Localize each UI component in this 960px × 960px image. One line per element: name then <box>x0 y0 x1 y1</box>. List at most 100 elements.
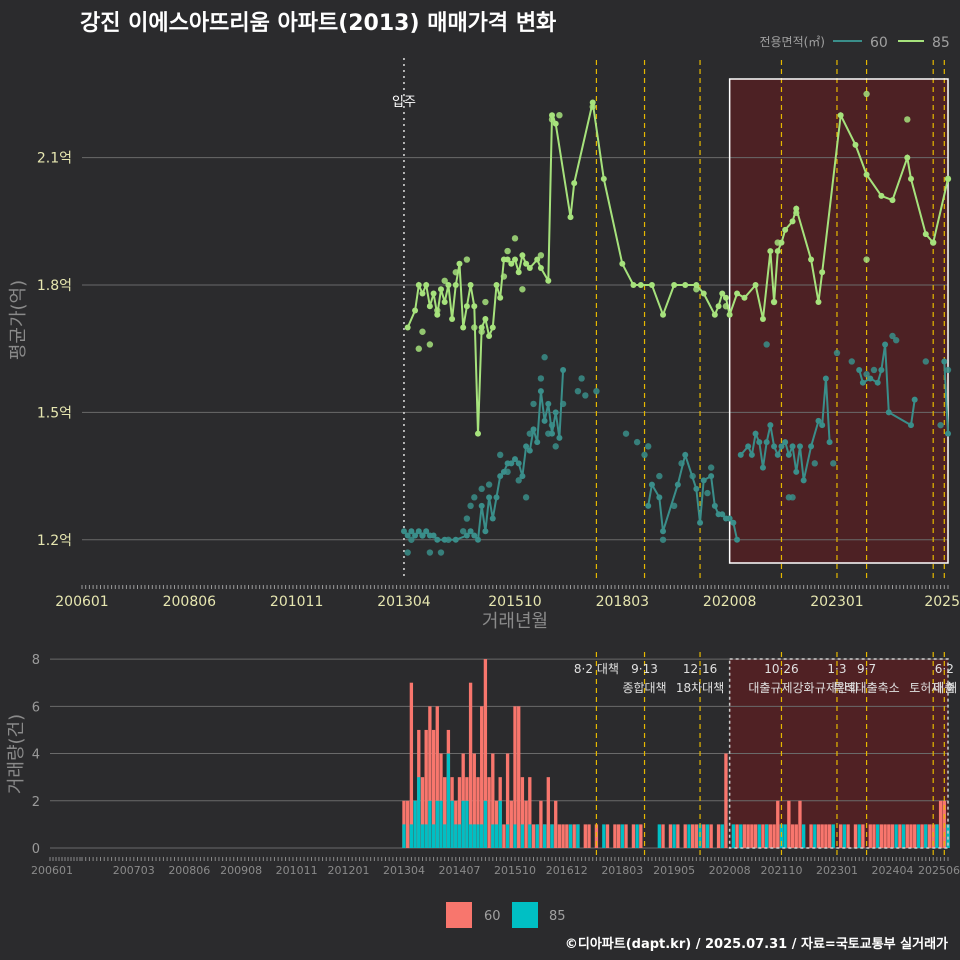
volume-bar-85 <box>472 824 476 848</box>
series-60-point <box>419 532 426 539</box>
volume-bar-85 <box>901 824 906 848</box>
policy-label: 1·3 <box>827 662 846 676</box>
series-85-point <box>549 112 556 119</box>
volume-bar-60 <box>587 824 591 848</box>
series-85-point <box>782 226 789 233</box>
series-85-point <box>511 235 519 242</box>
volume-bar-85 <box>576 824 580 848</box>
volume-bar-60 <box>683 824 687 848</box>
volume-bar-85 <box>450 800 454 848</box>
volume-bar-60 <box>839 824 843 848</box>
series-85-point <box>478 328 485 335</box>
series-60-point <box>593 387 600 395</box>
series-85-point <box>519 286 526 293</box>
volume-bar-85 <box>513 824 517 848</box>
series-85-point <box>493 282 500 289</box>
volume-bar-60 <box>524 800 528 848</box>
series-85-point <box>471 324 478 331</box>
volume-bar-60 <box>861 824 865 848</box>
policy-label: 6·2 <box>935 662 954 676</box>
volume-bar-60 <box>528 777 532 848</box>
series-60-point <box>434 536 441 543</box>
series-60-point <box>826 439 833 446</box>
series-60-point <box>452 536 459 543</box>
series-85-point <box>415 282 422 289</box>
series-85-point <box>500 273 508 280</box>
series-85-point <box>878 192 885 199</box>
volume-bar-60 <box>531 824 536 848</box>
series-60-point <box>656 494 663 501</box>
series-60-point <box>859 379 866 386</box>
legend-label-85: 85 <box>932 35 950 51</box>
volume-x-tick-label: 201510 <box>494 864 536 877</box>
series-60-point <box>530 400 537 408</box>
series-85-point <box>863 90 870 98</box>
volume-bar-60 <box>631 824 636 848</box>
volume-bar-60 <box>668 824 673 848</box>
series-60-point <box>404 532 411 539</box>
series-85-point <box>434 307 441 314</box>
series-60-point <box>700 477 707 484</box>
volume-bar-85 <box>842 824 847 848</box>
series-85-point <box>837 112 844 119</box>
series-60-point <box>782 439 789 446</box>
series-60-point <box>559 400 567 408</box>
series-85-point <box>589 103 596 110</box>
highlight-border <box>728 78 949 564</box>
series-85-point <box>467 282 474 289</box>
volume-bar-85 <box>483 800 488 848</box>
series-60-point <box>867 375 874 382</box>
series-85-point <box>482 316 489 322</box>
legend-label-60: 60 <box>484 909 501 924</box>
series-60-point <box>552 443 559 450</box>
series-60-point <box>530 426 537 433</box>
series-85-point <box>589 99 596 106</box>
volume-bar-85 <box>946 824 950 848</box>
series-85-point <box>437 286 444 293</box>
volume-bar-60 <box>798 800 802 848</box>
series-60-point <box>659 536 667 543</box>
series-60-point <box>756 439 763 446</box>
series-60-point <box>870 366 878 374</box>
volume-bar-85 <box>424 824 428 848</box>
series-60-point <box>467 528 474 535</box>
series-85-point <box>512 256 518 263</box>
volume-bar-60 <box>883 824 887 848</box>
series-85-point <box>430 290 437 297</box>
volume-y-tick-label: 6 <box>32 700 40 715</box>
series-85-point <box>426 303 433 310</box>
series-60-point <box>763 439 770 446</box>
series-60-point <box>523 443 530 450</box>
series-85-point <box>752 282 759 289</box>
series-85-point <box>630 282 637 289</box>
policy-label: 9·7 <box>857 662 876 676</box>
volume-bar-60 <box>872 824 876 848</box>
volume-bar-85 <box>720 824 724 848</box>
series-60-point <box>752 430 759 437</box>
series-60-point <box>441 536 448 543</box>
series-85-point <box>482 298 489 306</box>
series-60-point <box>408 536 415 543</box>
series-60-point <box>519 473 526 480</box>
series-85-point <box>808 256 815 263</box>
volume-x-tick-label: 200703 <box>113 864 155 877</box>
series-60-point <box>522 494 530 501</box>
series-60-point <box>892 337 900 344</box>
series-85-point <box>637 282 644 289</box>
series-60-point <box>541 354 548 361</box>
series-60-point <box>622 430 630 437</box>
volume-bar-60 <box>476 777 480 848</box>
series-60-point <box>526 447 533 454</box>
series-60-point <box>815 417 822 424</box>
series-85-point <box>789 218 796 225</box>
x-tick-label: 202301 <box>810 594 863 610</box>
series-60-point <box>463 515 471 522</box>
policy-label: 토허제 해 <box>909 681 957 695</box>
series-85-point <box>922 231 929 238</box>
series-60-point <box>556 434 563 441</box>
series-60-point <box>430 532 437 539</box>
series-85-point <box>534 256 541 263</box>
series-85-point <box>863 171 870 178</box>
volume-bar-85 <box>620 824 624 848</box>
series-85-point <box>671 282 678 289</box>
